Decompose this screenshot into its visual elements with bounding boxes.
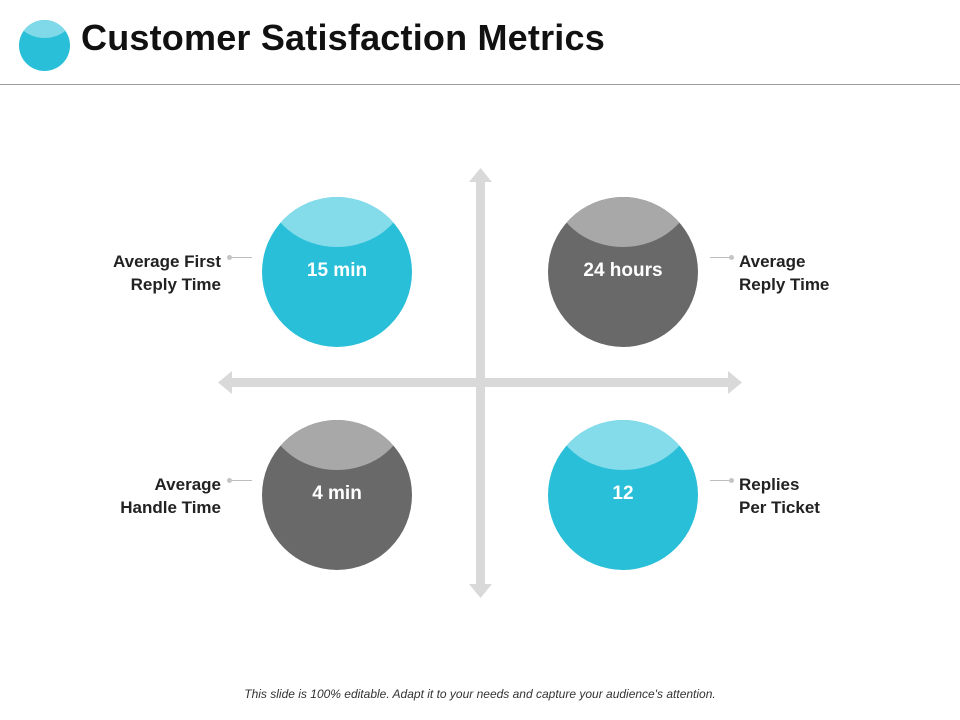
metric-circle-replies-per-ticket: 12 <box>548 420 698 570</box>
metric-value: 15 min <box>306 260 368 281</box>
metric-label-average-first-reply-time: Average First Reply Time <box>112 252 221 294</box>
metric-circle-first-reply: 15 min <box>262 197 412 347</box>
metric-value: 24 hours <box>583 260 663 281</box>
slide-title: Customer Satisfaction Metrics <box>81 17 605 58</box>
connector-line <box>710 257 730 258</box>
metric-circle-handle-time: 4 min <box>262 420 412 570</box>
horizontal-axis-line <box>230 378 730 387</box>
metric-label-replies-per-ticket: Replies Per Ticket <box>739 475 820 517</box>
axis-arrow-right-icon <box>728 371 742 394</box>
metric-circle-reply-time: 24 hours <box>548 197 698 347</box>
metric-value: 12 <box>612 483 634 504</box>
connector-line <box>232 257 252 258</box>
connector-dot <box>227 478 232 483</box>
footer-note: This slide is 100% editable. Adapt it to… <box>244 687 716 701</box>
header-circle-icon <box>19 20 70 71</box>
axis-arrow-up-icon <box>469 168 492 182</box>
title-divider <box>0 84 960 85</box>
connector-line <box>232 480 252 481</box>
axis-arrow-down-icon <box>469 584 492 598</box>
connector-line <box>710 480 730 481</box>
metric-label-average-reply-time: Average Reply Time <box>739 252 830 294</box>
connector-dot <box>729 255 734 260</box>
connector-dot <box>729 478 734 483</box>
axis-arrow-left-icon <box>218 371 232 394</box>
connector-dot <box>227 255 232 260</box>
metric-label-average-handle-time: Average Handle Time <box>120 475 221 517</box>
metric-value: 4 min <box>312 483 362 504</box>
